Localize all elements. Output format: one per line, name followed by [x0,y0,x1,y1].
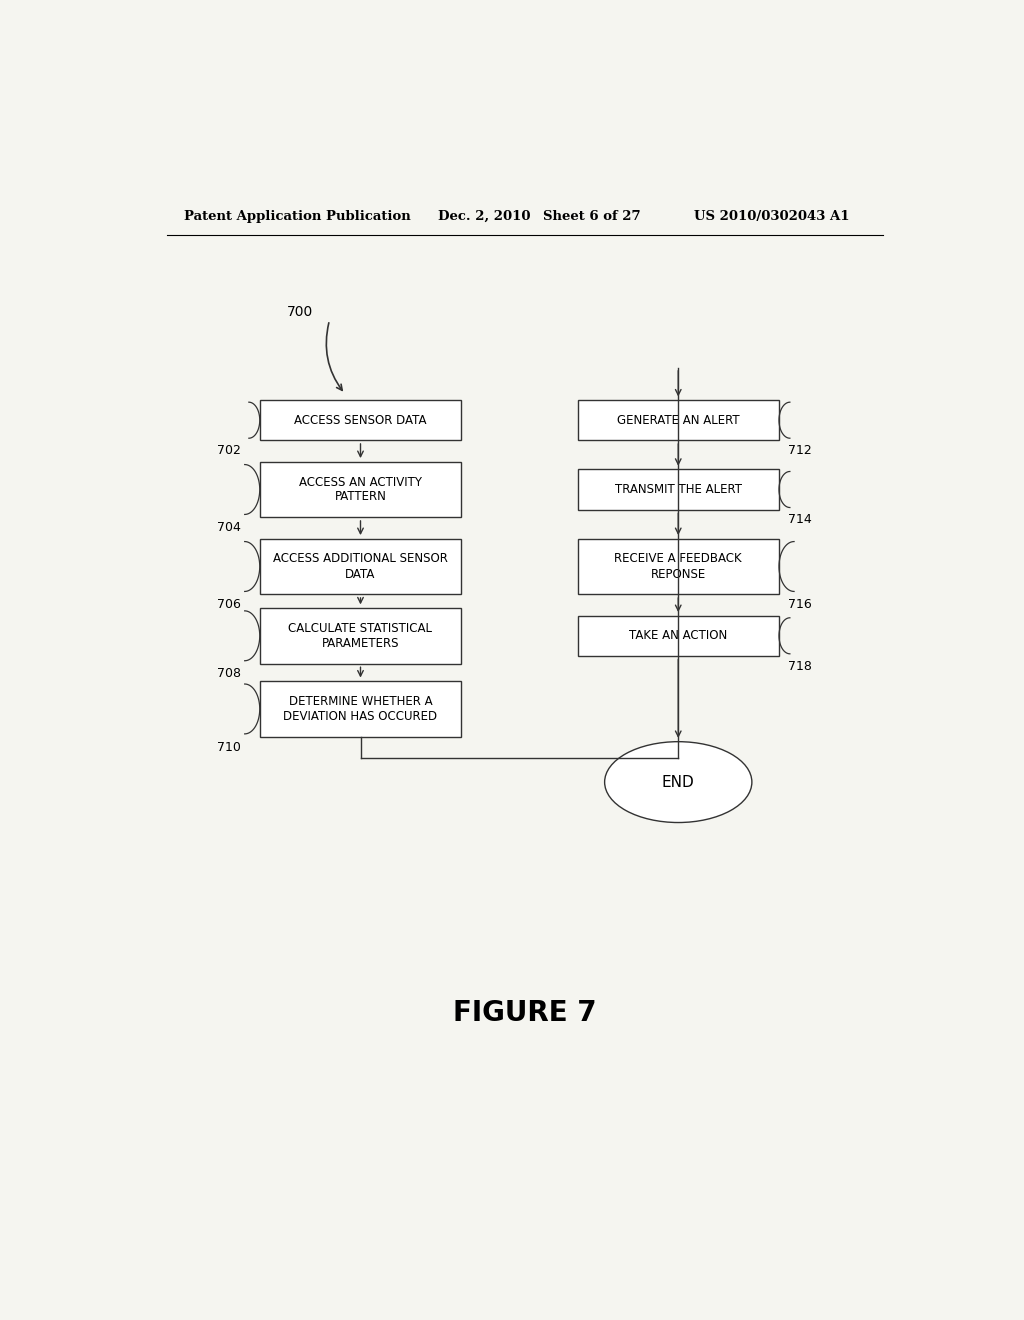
Text: 708: 708 [217,668,241,680]
Text: Dec. 2, 2010: Dec. 2, 2010 [438,210,530,223]
Bar [260,462,461,517]
Text: 704: 704 [217,521,241,535]
Text: US 2010/0302043 A1: US 2010/0302043 A1 [693,210,849,223]
Text: 706: 706 [217,598,241,611]
Text: RECEIVE A FEEDBACK
REPONSE: RECEIVE A FEEDBACK REPONSE [614,553,742,581]
Text: 712: 712 [788,444,812,457]
Text: Patent Application Publication: Patent Application Publication [183,210,411,223]
Bar [260,400,461,441]
Text: CALCULATE STATISTICAL
PARAMETERS: CALCULATE STATISTICAL PARAMETERS [289,622,432,649]
Bar [578,539,779,594]
Text: ACCESS SENSOR DATA: ACCESS SENSOR DATA [294,413,427,426]
Text: 710: 710 [217,741,241,754]
Bar [578,400,779,441]
Text: ACCESS AN ACTIVITY
PATTERN: ACCESS AN ACTIVITY PATTERN [299,475,422,503]
Text: 718: 718 [788,660,812,673]
Text: Sheet 6 of 27: Sheet 6 of 27 [543,210,640,223]
Text: 716: 716 [788,598,812,611]
Text: TAKE AN ACTION: TAKE AN ACTION [629,630,727,643]
Bar [260,609,461,664]
Text: 700: 700 [287,305,313,319]
Bar [260,681,461,737]
Text: ACCESS ADDITIONAL SENSOR
DATA: ACCESS ADDITIONAL SENSOR DATA [273,553,447,581]
Text: DETERMINE WHETHER A
DEVIATION HAS OCCURED: DETERMINE WHETHER A DEVIATION HAS OCCURE… [284,694,437,723]
Text: FIGURE 7: FIGURE 7 [453,999,597,1027]
Bar [260,539,461,594]
Ellipse shape [604,742,752,822]
Text: TRANSMIT THE ALERT: TRANSMIT THE ALERT [614,483,741,496]
Text: GENERATE AN ALERT: GENERATE AN ALERT [616,413,739,426]
Bar [578,616,779,656]
Text: 714: 714 [788,513,812,527]
Text: 702: 702 [217,444,241,457]
Text: END: END [662,775,694,789]
Bar [578,470,779,510]
